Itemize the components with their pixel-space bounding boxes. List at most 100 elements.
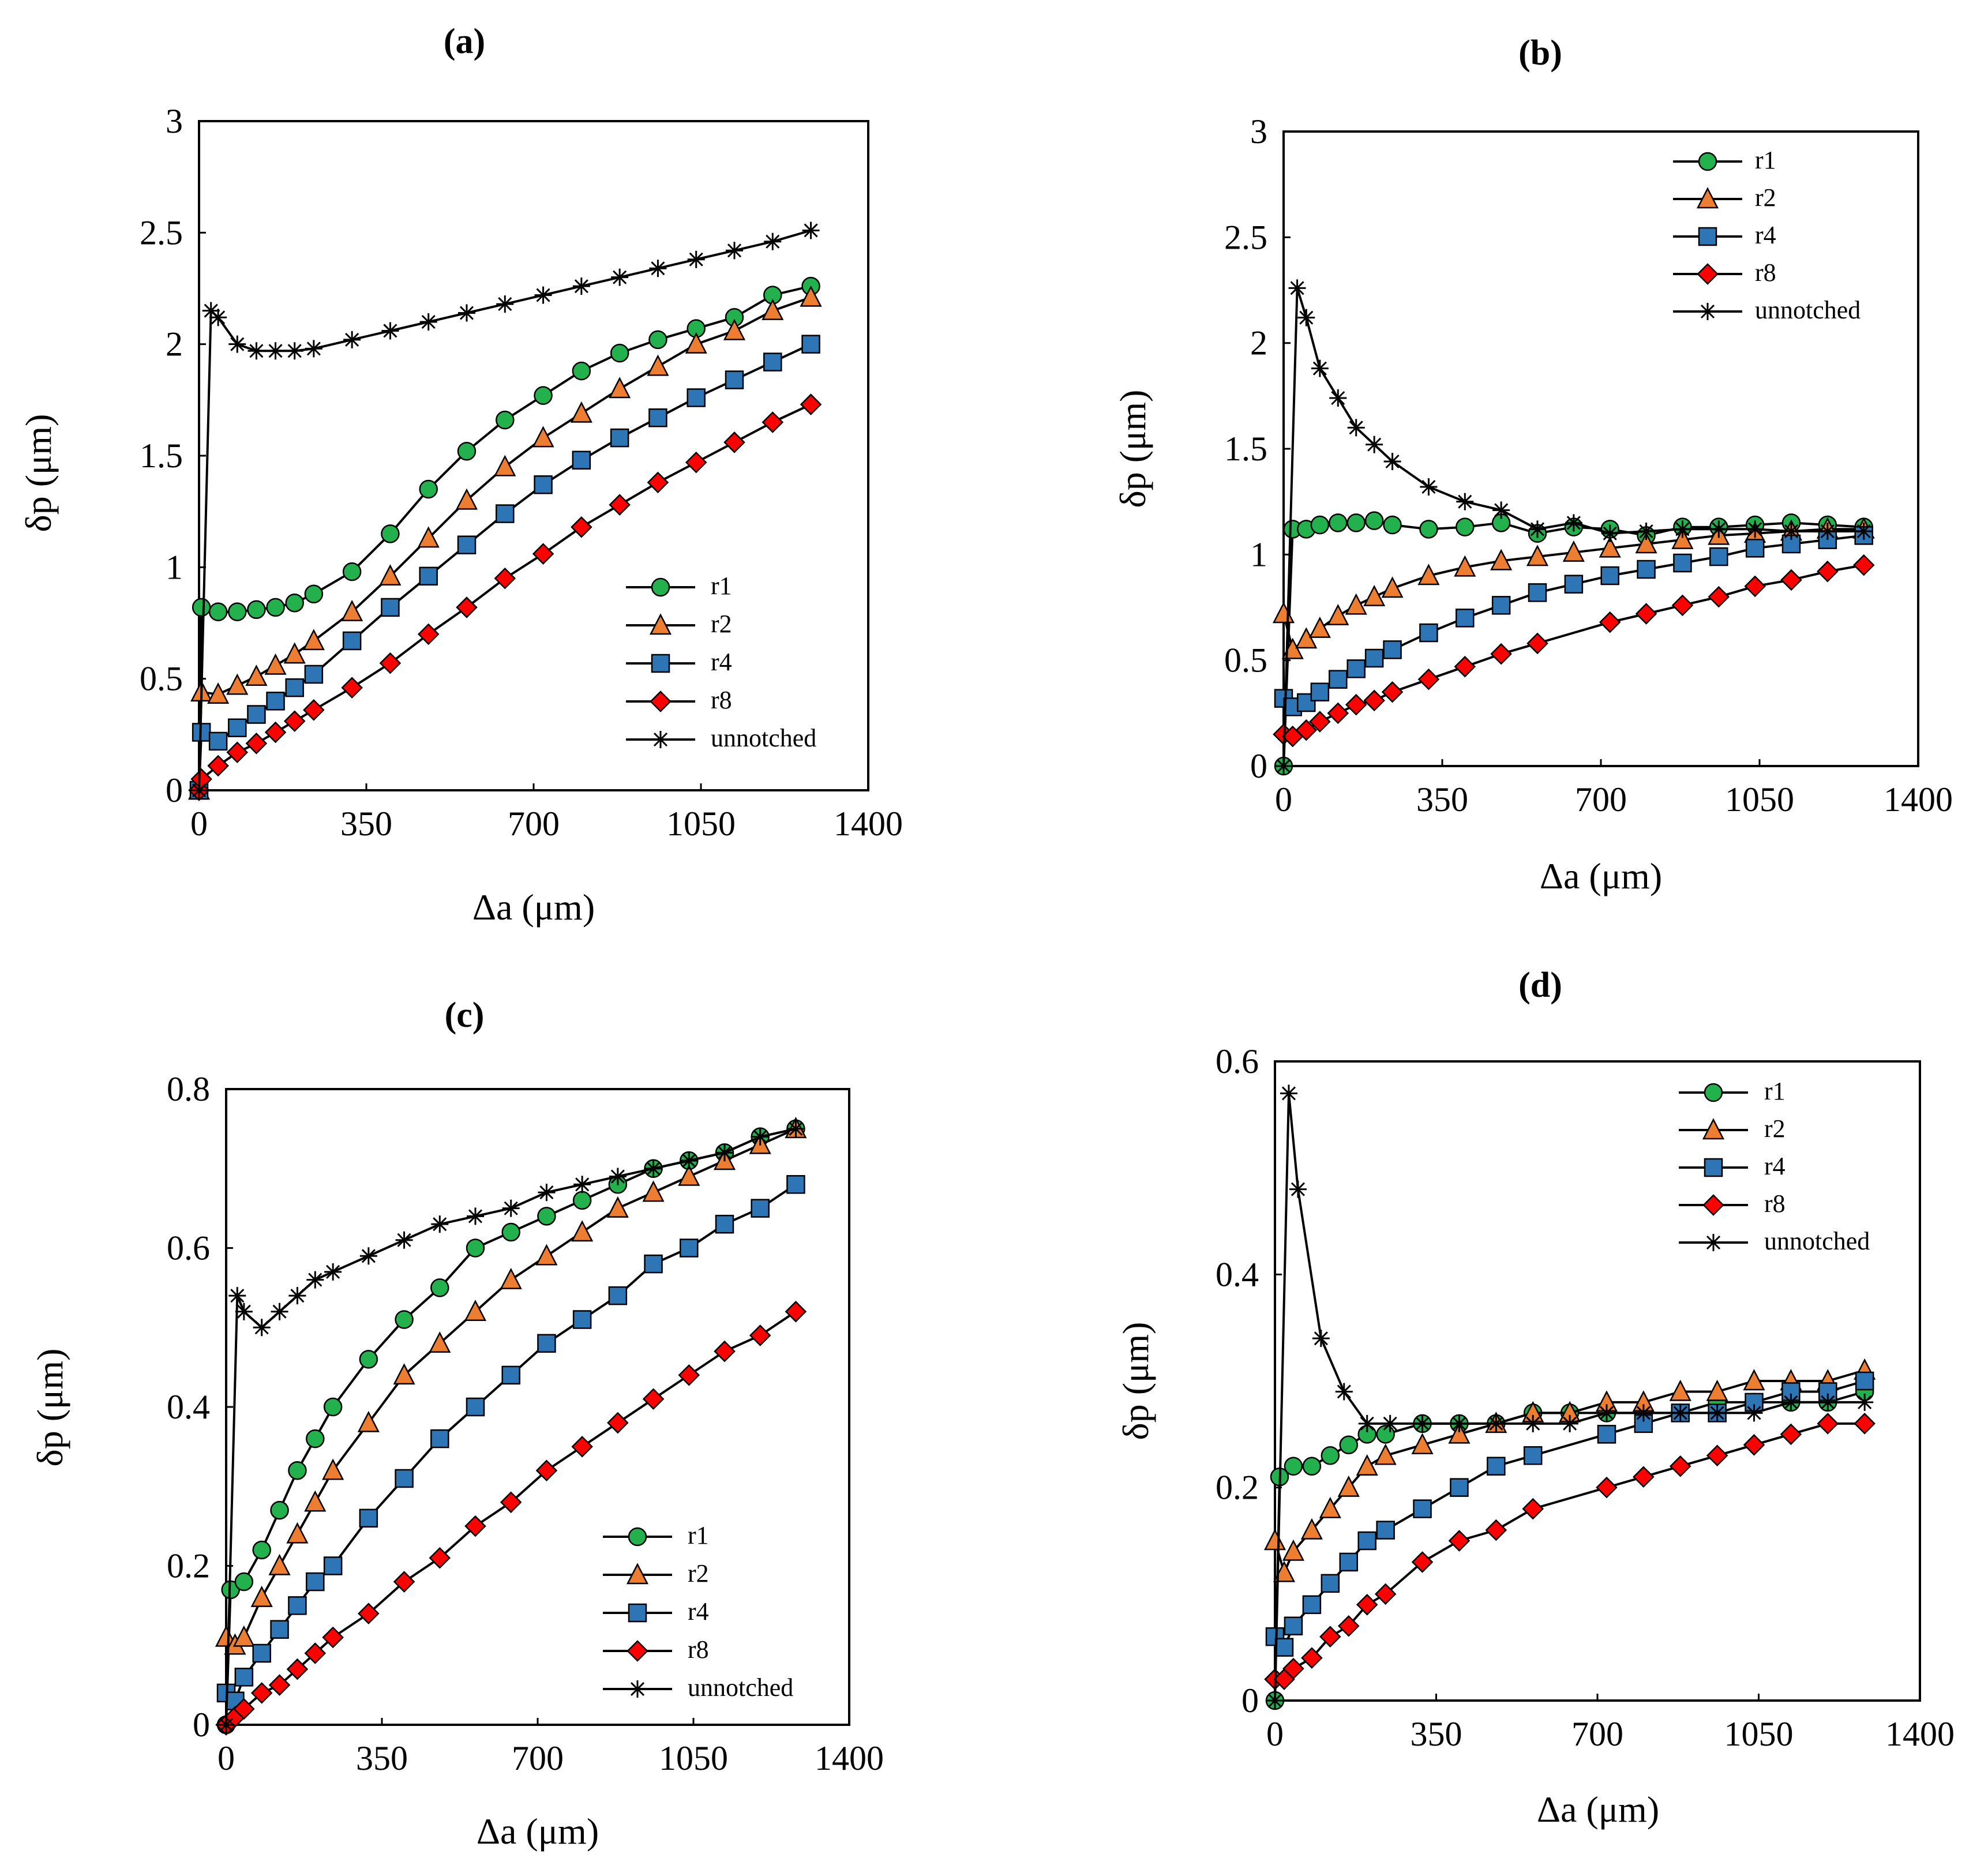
data-point-r4 bbox=[1364, 648, 1384, 668]
data-point-r1 bbox=[270, 1500, 289, 1520]
data-point-r2 bbox=[464, 1299, 487, 1321]
data-point-r4 bbox=[306, 1572, 325, 1592]
svg-text:r1: r1 bbox=[711, 572, 732, 600]
data-point-unnotched bbox=[190, 782, 208, 799]
legend-marker-r1 bbox=[651, 577, 670, 597]
data-point-unnotched bbox=[1745, 1404, 1763, 1422]
data-point-unnotched bbox=[253, 1319, 271, 1337]
data-point-r8 bbox=[1448, 1530, 1471, 1552]
series-unnotched bbox=[1266, 1084, 1874, 1709]
data-point-unnotched bbox=[271, 1303, 288, 1320]
data-point-r2 bbox=[500, 1267, 522, 1289]
data-point-unnotched bbox=[611, 268, 629, 286]
data-point-r1 bbox=[496, 410, 515, 430]
y-tick-label: 0 bbox=[193, 1706, 210, 1744]
data-point-r2 bbox=[1381, 576, 1404, 598]
data-point-r8 bbox=[1817, 1413, 1839, 1435]
x-axis-title: Δa (μm) bbox=[1540, 855, 1662, 896]
data-point-unnotched bbox=[1819, 1393, 1837, 1411]
legend-label-r1: r1 bbox=[1764, 1077, 1786, 1105]
data-point-r4 bbox=[381, 598, 400, 617]
axis-ticks: 0 350 700 1050 1400 0 0.2 0.4 0.6 0.8 bbox=[167, 1070, 884, 1777]
y-tick-label: 2.5 bbox=[140, 213, 183, 252]
data-point-unnotched bbox=[538, 1184, 556, 1202]
data-point-unnotched bbox=[1456, 493, 1474, 511]
data-point-r8 bbox=[286, 1658, 309, 1680]
legend-marker-r2 bbox=[1696, 187, 1719, 209]
data-point-r1 bbox=[381, 524, 400, 543]
data-point-r4 bbox=[572, 1310, 592, 1329]
data-point-r2 bbox=[647, 354, 669, 376]
svg-text:r4: r4 bbox=[1755, 221, 1776, 249]
data-point-r2 bbox=[1263, 1529, 1286, 1551]
x-tick-label: 1400 bbox=[1885, 1715, 1955, 1753]
data-point-r2 bbox=[606, 1196, 629, 1218]
data-point-r8 bbox=[1635, 603, 1657, 625]
data-point-unnotched bbox=[1487, 1414, 1505, 1432]
x-tick-label: 350 bbox=[356, 1739, 408, 1777]
data-point-unnotched bbox=[209, 309, 227, 326]
data-point-r4 bbox=[644, 1254, 663, 1274]
data-point-r4 bbox=[323, 1556, 343, 1575]
x-tick-label: 700 bbox=[512, 1739, 564, 1777]
data-point-unnotched bbox=[1561, 1414, 1579, 1432]
data-point-unnotched bbox=[1280, 1084, 1297, 1102]
data-point-r2 bbox=[685, 332, 707, 354]
data-point-r8 bbox=[1411, 1551, 1434, 1573]
data-point-unnotched bbox=[572, 277, 590, 295]
svg-text:unnotched: unnotched bbox=[688, 1673, 793, 1702]
svg-text:r4: r4 bbox=[1764, 1152, 1786, 1180]
data-point-r2 bbox=[678, 1164, 700, 1186]
data-point-r2 bbox=[250, 1585, 273, 1607]
data-point-r8 bbox=[1490, 643, 1512, 665]
data-point-r1 bbox=[247, 600, 266, 620]
data-point-r1 bbox=[228, 602, 247, 621]
legend-marker-r1 bbox=[628, 1527, 647, 1547]
data-point-unnotched bbox=[267, 342, 284, 360]
data-point-unnotched bbox=[359, 1247, 377, 1265]
data-point-r2 bbox=[1706, 1379, 1728, 1401]
panel-a: (a) Δa (μm) δp (μm) r1 r2 r4 r8 unnotche… bbox=[18, 22, 903, 928]
data-point-r8 bbox=[1706, 1444, 1728, 1467]
data-point-r4 bbox=[1564, 575, 1584, 594]
data-point-r8 bbox=[1309, 711, 1331, 733]
data-point-r2 bbox=[1411, 1433, 1434, 1455]
legend-label-r2: r2 bbox=[711, 610, 732, 638]
data-point-r2 bbox=[429, 1331, 451, 1353]
y-tick-label: 0.8 bbox=[167, 1070, 210, 1108]
data-point-unnotched bbox=[1383, 453, 1401, 470]
data-point-r8 bbox=[1417, 668, 1440, 690]
legend-label-r2: r2 bbox=[1755, 183, 1776, 212]
legend-marker-r4 bbox=[1704, 1158, 1723, 1177]
data-point-r4 bbox=[342, 631, 362, 651]
panel-label: (a) bbox=[444, 22, 485, 61]
data-point-r1 bbox=[266, 598, 285, 617]
svg-text:r4: r4 bbox=[688, 1597, 709, 1626]
data-point-r4 bbox=[763, 352, 782, 371]
legend bbox=[1679, 1083, 1748, 1251]
data-point-r8 bbox=[1743, 1434, 1765, 1456]
x-tick-label: 1050 bbox=[666, 805, 736, 843]
data-point-r1 bbox=[610, 343, 629, 363]
data-point-unnotched bbox=[609, 1168, 627, 1185]
data-point-r4 bbox=[208, 731, 228, 751]
data-point-r2 bbox=[1300, 1518, 1323, 1540]
data-point-r4 bbox=[1855, 1371, 1874, 1391]
data-point-r2 bbox=[417, 526, 440, 548]
data-point-unnotched bbox=[247, 342, 265, 360]
data-point-unnotched bbox=[1601, 524, 1619, 542]
y-tick-label: 0.6 bbox=[1216, 1042, 1259, 1080]
data-point-r4 bbox=[288, 1596, 307, 1615]
data-point-unnotched bbox=[687, 250, 705, 268]
svg-text:unnotched: unnotched bbox=[1764, 1227, 1870, 1255]
data-point-r1 bbox=[648, 330, 667, 350]
data-point-r4 bbox=[648, 408, 667, 427]
data-point-r8 bbox=[341, 677, 363, 699]
data-point-r4 bbox=[1491, 596, 1511, 615]
data-point-r2 bbox=[286, 1522, 309, 1544]
data-point-r4 bbox=[430, 1429, 449, 1448]
data-point-r4 bbox=[1357, 1531, 1376, 1551]
data-point-r2 bbox=[1417, 564, 1440, 586]
svg-text:r1: r1 bbox=[1755, 146, 1776, 174]
legend bbox=[1673, 152, 1742, 320]
